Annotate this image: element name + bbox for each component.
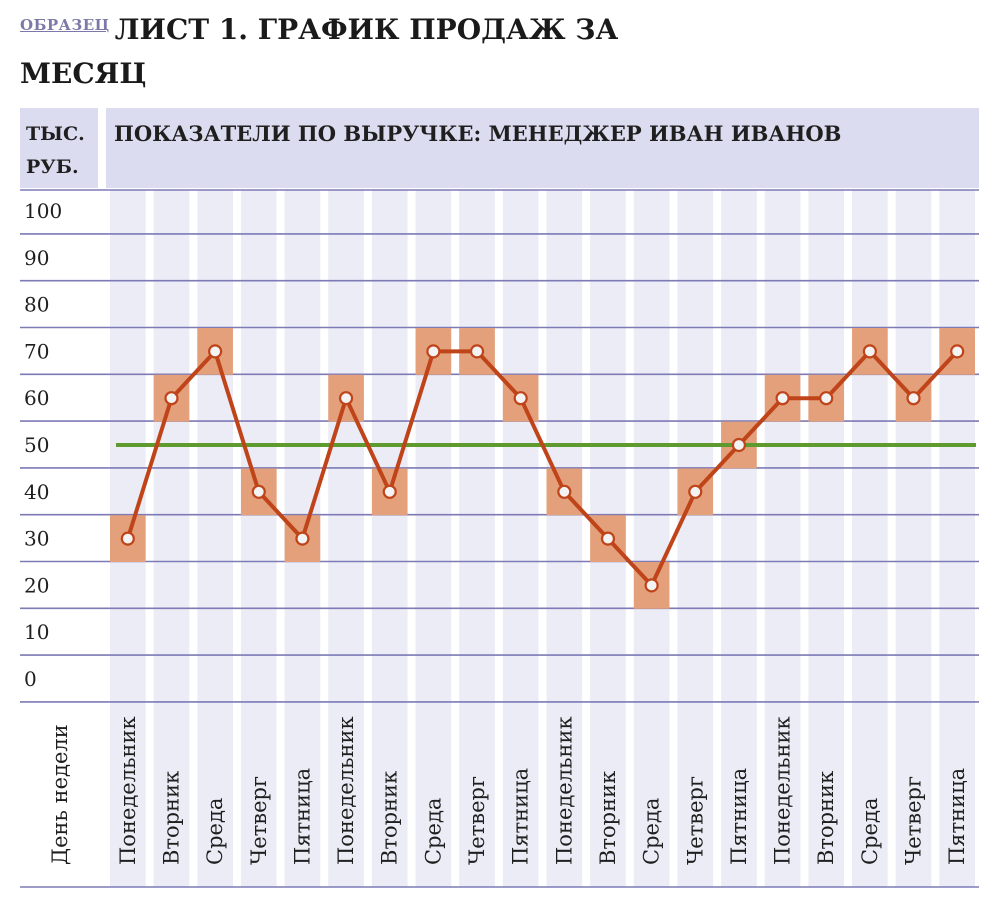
y-tick-label: 50 bbox=[24, 433, 49, 457]
y-tick-label: 70 bbox=[24, 339, 49, 363]
day-column bbox=[546, 190, 583, 887]
y-tick-label: 30 bbox=[24, 527, 49, 551]
data-point bbox=[251, 484, 266, 499]
day-column bbox=[459, 190, 495, 887]
x-tick-label: Понедельник bbox=[552, 716, 576, 865]
data-point bbox=[338, 391, 354, 406]
y-tick-label: 80 bbox=[24, 293, 49, 317]
x-tick-label: Пятница bbox=[945, 768, 969, 865]
x-tick-label: Вторник bbox=[378, 771, 402, 865]
day-column bbox=[633, 190, 670, 887]
y-axis-unit-word1: ТЫС. bbox=[26, 123, 85, 145]
day-column bbox=[502, 190, 539, 887]
y-tick-label: 90 bbox=[24, 246, 49, 270]
grid-lines bbox=[20, 189, 979, 888]
x-tick-label: Понедельник bbox=[334, 716, 358, 865]
day-column bbox=[240, 190, 277, 887]
x-tick-label: Четверг bbox=[683, 776, 707, 865]
x-tick-label: Среда bbox=[421, 798, 445, 865]
day-column bbox=[852, 190, 888, 887]
day-column bbox=[808, 190, 845, 887]
y-tick-label: 100 bbox=[24, 199, 62, 223]
page-title-line2: МЕСЯЦ bbox=[20, 57, 147, 90]
y-tick-label: 60 bbox=[24, 386, 49, 410]
x-tick-labels: Понедельник Вторник Среда Четверг Пятница Пон… bbox=[116, 716, 969, 865]
y-tick-label: 20 bbox=[24, 573, 49, 597]
day-column bbox=[895, 190, 932, 887]
x-tick-label: Понедельник bbox=[116, 716, 140, 865]
x-tick-label: Пятница bbox=[290, 768, 314, 865]
data-point bbox=[731, 437, 747, 453]
day-column bbox=[153, 190, 190, 887]
y-tick-labels: 0 10 20 30 40 50 60 70 80 90 100 bbox=[24, 199, 62, 691]
x-tick-label: Среда bbox=[640, 798, 664, 865]
day-column bbox=[939, 190, 975, 887]
y-axis-unit-word2: РУБ. bbox=[26, 156, 79, 178]
day-column bbox=[677, 190, 714, 887]
x-tick-label: Четверг bbox=[247, 776, 271, 865]
data-point bbox=[950, 344, 965, 359]
day-column bbox=[197, 190, 233, 887]
data-point bbox=[688, 484, 703, 499]
x-tick-label: Понедельник bbox=[771, 716, 795, 865]
x-tick-label: Пятница bbox=[509, 768, 533, 865]
ylabel-header-cell bbox=[20, 108, 98, 188]
data-point bbox=[862, 344, 877, 359]
day-columns bbox=[110, 190, 975, 887]
x-tick-label: Среда bbox=[858, 798, 882, 865]
title-header-cell bbox=[106, 108, 979, 188]
day-column bbox=[721, 190, 757, 887]
day-column bbox=[415, 190, 452, 887]
data-point bbox=[120, 531, 135, 546]
y-tick-label: 10 bbox=[24, 620, 49, 644]
data-point bbox=[644, 578, 659, 593]
series-line bbox=[125, 349, 959, 588]
chart-title: ПОКАЗАТЕЛИ ПО ВЫРУЧКЕ: МЕНЕДЖЕР ИВАН ИВА… bbox=[114, 121, 841, 146]
data-point bbox=[164, 391, 179, 406]
data-point bbox=[906, 391, 921, 406]
page-title-line1: ЛИСТ 1. ГРАФИК ПРОДАЖ ЗА bbox=[114, 13, 619, 46]
data-point bbox=[382, 484, 397, 499]
data-point bbox=[469, 344, 485, 359]
sample-link[interactable]: ОБРАЗЕЦ bbox=[20, 16, 110, 34]
page-header: ОБРАЗЕЦ ЛИСТ 1. ГРАФИК ПРОДАЖ ЗА МЕСЯЦ bbox=[20, 8, 980, 96]
y-tick-label: 40 bbox=[24, 480, 49, 504]
data-point bbox=[513, 391, 528, 406]
x-tick-label: Вторник bbox=[159, 771, 183, 865]
y-axis-unit-label: ТЫС. РУБ. bbox=[26, 123, 85, 178]
x-tick-label: Вторник bbox=[596, 771, 620, 865]
data-point bbox=[557, 484, 572, 499]
x-tick-label: Четверг bbox=[465, 776, 489, 865]
data-point bbox=[819, 391, 834, 406]
x-tick-label: Пятница bbox=[727, 768, 751, 865]
data-point bbox=[600, 531, 616, 546]
day-column bbox=[328, 190, 364, 887]
data-markers bbox=[120, 344, 965, 593]
x-axis-label: День недели bbox=[48, 724, 72, 865]
data-point bbox=[426, 344, 441, 359]
data-point bbox=[208, 344, 223, 359]
data-point bbox=[295, 531, 310, 546]
data-point bbox=[775, 391, 790, 406]
day-column bbox=[764, 190, 801, 887]
x-tick-label: Среда bbox=[203, 798, 227, 865]
y-tick-label: 0 bbox=[24, 667, 37, 691]
x-tick-label: Вторник bbox=[814, 771, 838, 865]
day-column bbox=[371, 190, 408, 887]
x-tick-label: Четверг bbox=[902, 776, 926, 865]
